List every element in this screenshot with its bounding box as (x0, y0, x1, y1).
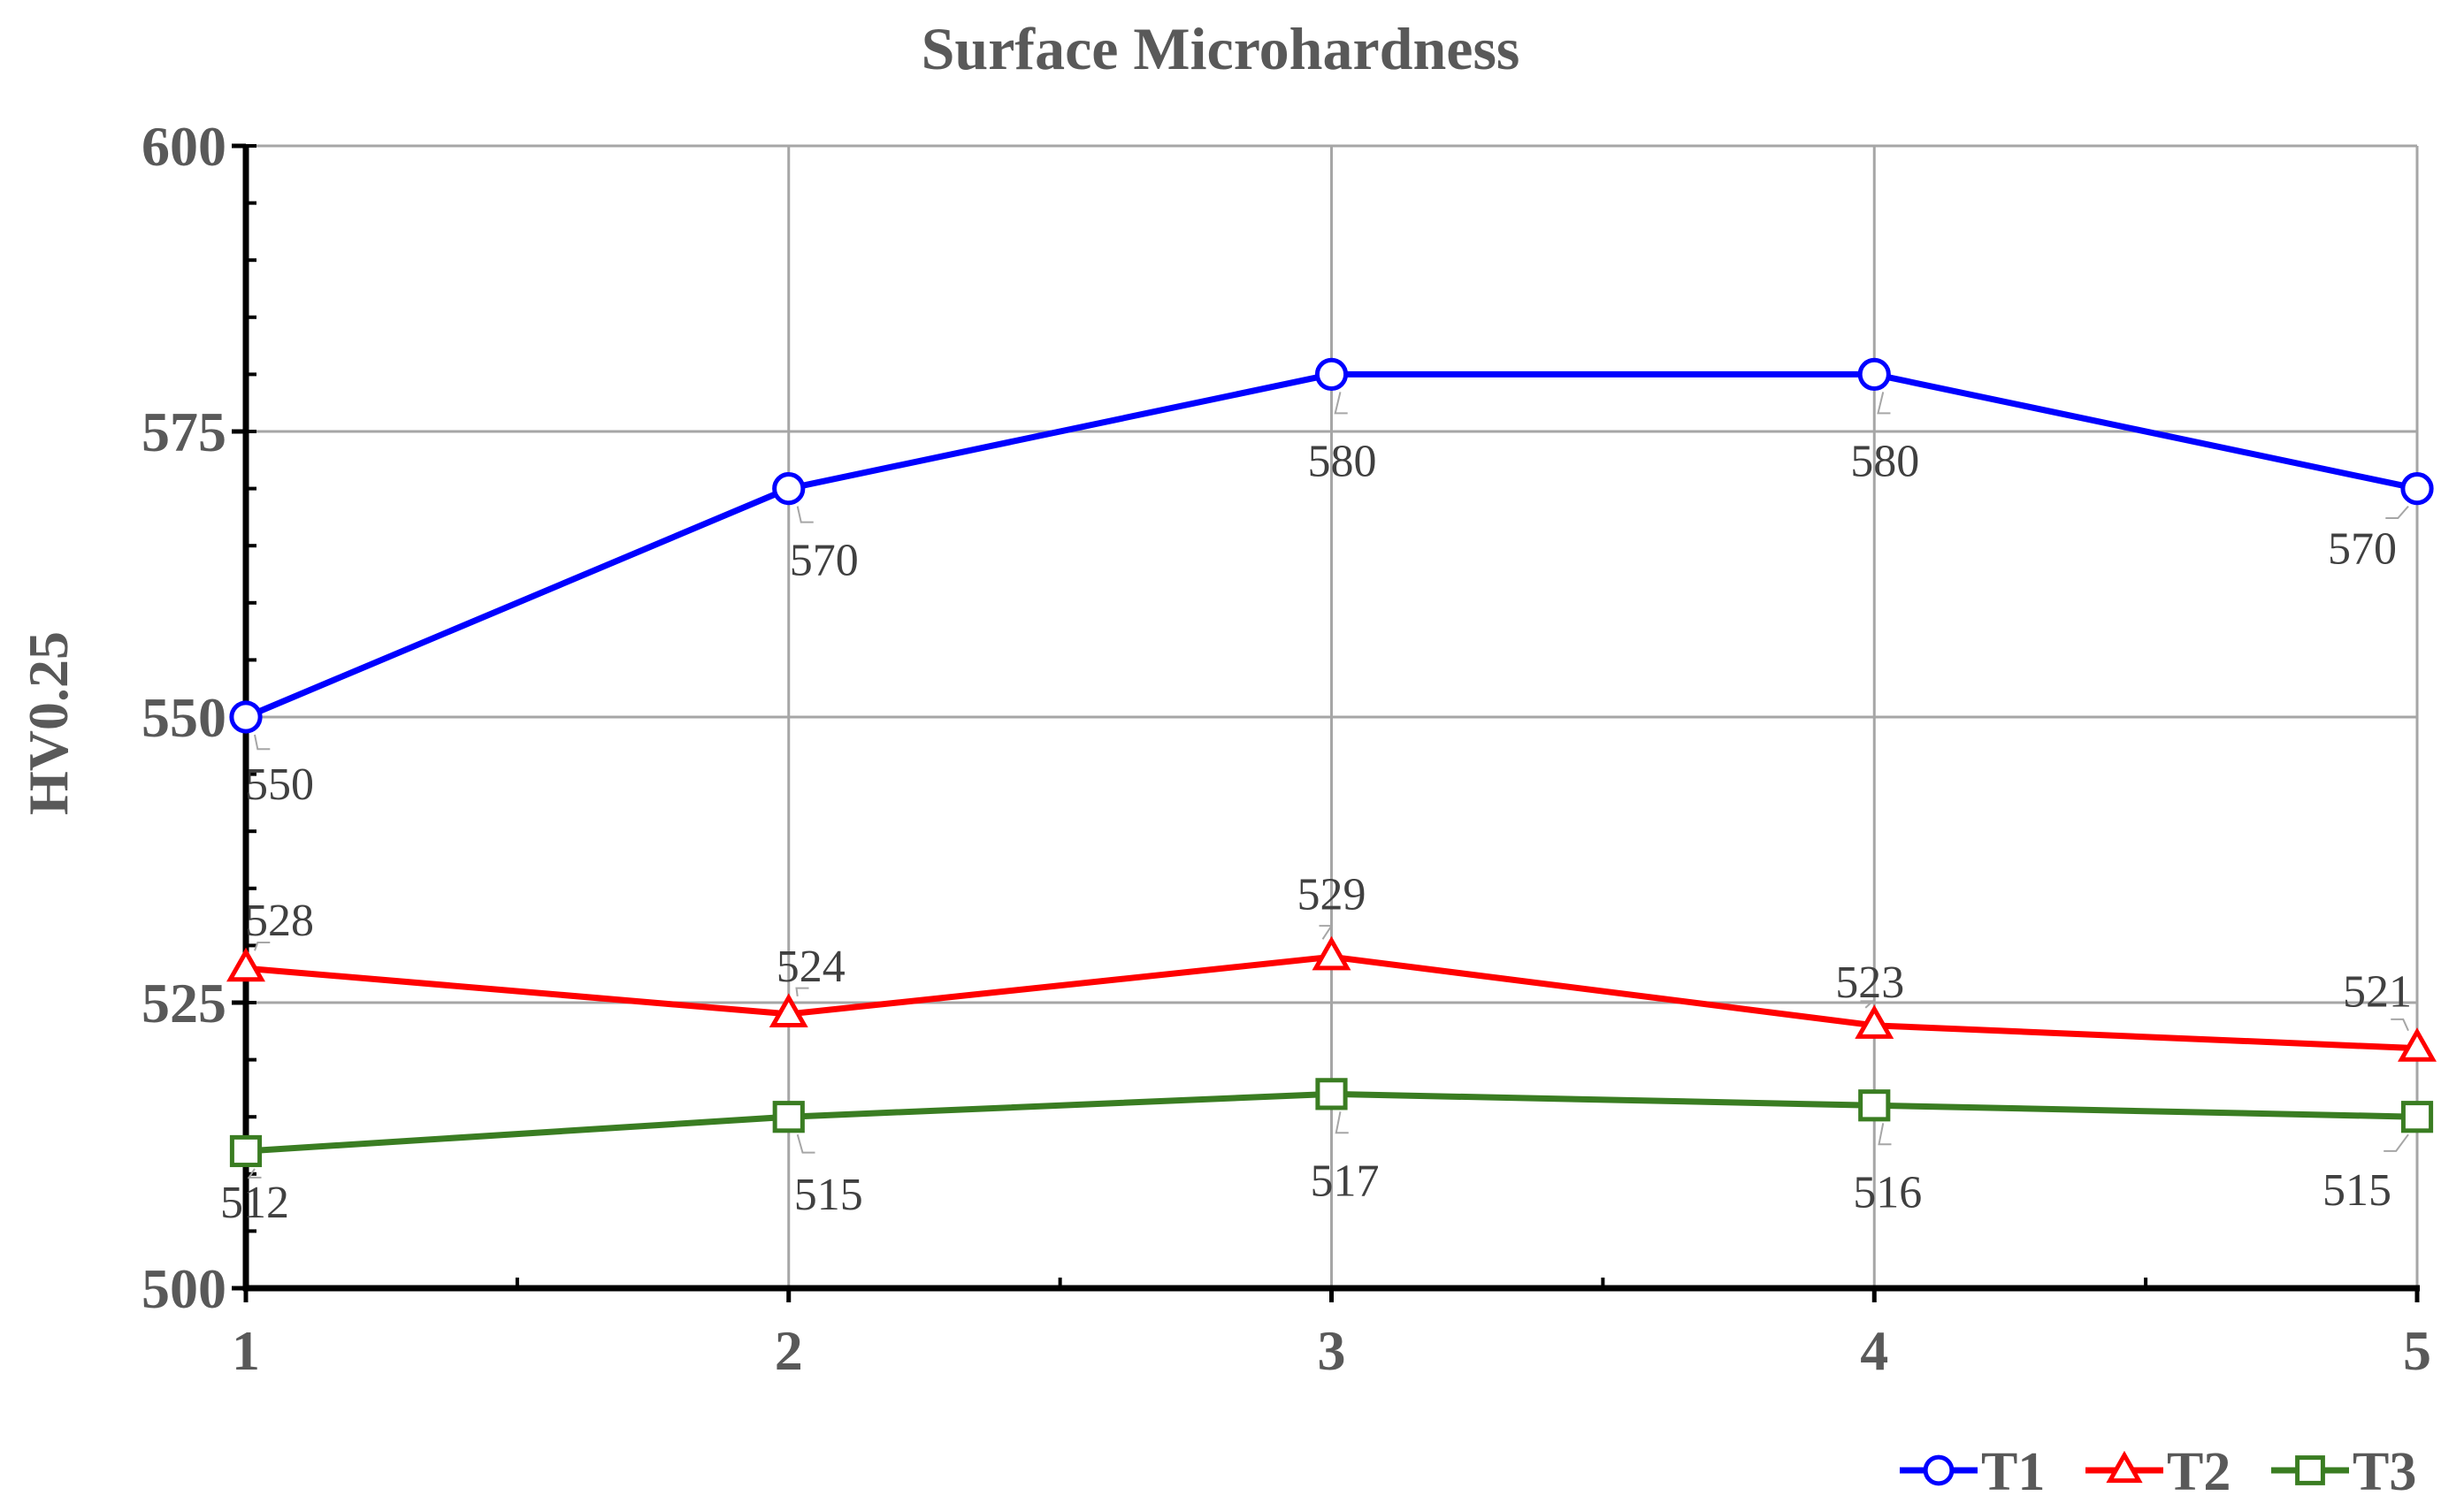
data-label-leader (1319, 925, 1334, 940)
legend-item-t1: T1 (1900, 1442, 2045, 1502)
legend-item-t3: T3 (2271, 1442, 2416, 1502)
x-tick-label: 2 (775, 1319, 803, 1382)
data-point-t1 (2400, 471, 2434, 506)
legend-marker (2106, 1450, 2143, 1484)
legend: T1 T2 T3 (1900, 1442, 2416, 1502)
data-point-t3 (229, 1134, 263, 1168)
series-t3: 512 515 517 516 515 (220, 1078, 2434, 1228)
data-label-leader (1335, 1111, 1349, 1134)
legend-marker (1923, 1454, 1955, 1486)
x-tick-label: 4 (1860, 1319, 1888, 1382)
data-label-leader (254, 941, 271, 951)
data-label-leader (796, 506, 814, 523)
data-label-leader (247, 1168, 262, 1179)
legend-label: T3 (2353, 1442, 2416, 1502)
series-t1: 550 570 580 580 570 (229, 357, 2434, 810)
data-point-t2 (226, 947, 265, 982)
legend-label: T2 (2167, 1442, 2231, 1502)
data-point-t3 (772, 1101, 805, 1133)
data-point-t3 (1315, 1078, 1348, 1110)
data-label: 550 (245, 759, 314, 810)
data-label: 529 (1297, 869, 1366, 920)
data-label: 570 (790, 536, 859, 586)
data-point-t1 (1857, 357, 1891, 392)
data-label-leader (2391, 1018, 2409, 1032)
data-label: 521 (2343, 967, 2412, 1018)
data-label-leader (254, 734, 271, 751)
data-label: 512 (220, 1178, 289, 1228)
y-tick-label: 575 (142, 401, 226, 463)
y-tick-label: 600 (142, 115, 226, 178)
data-point-t2 (769, 993, 808, 1027)
legend-item-t2: T2 (2085, 1442, 2231, 1502)
data-label: 516 (1853, 1167, 1922, 1217)
legend-label: T1 (1981, 1442, 2045, 1502)
x-tick-label: 3 (1318, 1319, 1346, 1382)
x-tick-label: 5 (2403, 1319, 2431, 1382)
data-label-leader (795, 987, 809, 997)
data-point-t2 (2398, 1027, 2437, 1062)
data-point-t3 (1858, 1089, 1891, 1122)
chart-title: Surface Microhardness (922, 15, 1520, 82)
gridlines (244, 144, 2419, 1290)
data-label: 517 (1311, 1156, 1380, 1206)
y-tick-label: 500 (142, 1257, 226, 1320)
y-axis-label: HV0.25 (17, 631, 80, 815)
data-label: 515 (794, 1170, 863, 1220)
data-point-t1 (772, 471, 806, 506)
legend-marker (2295, 1455, 2325, 1485)
data-label-leader (1860, 1000, 1876, 1009)
data-point-t1 (1314, 357, 1349, 392)
data-label-leader (2384, 1133, 2409, 1152)
data-label-leader (2385, 505, 2409, 520)
data-point-t3 (2400, 1101, 2434, 1133)
data-label: 580 (1850, 436, 1919, 486)
data-label: 570 (2328, 524, 2397, 575)
data-label-leader (1878, 1123, 1892, 1146)
y-tick-label: 550 (142, 686, 226, 749)
data-label: 580 (1308, 436, 1377, 486)
x-tick-label: 1 (232, 1319, 260, 1382)
data-label: 528 (245, 896, 314, 946)
y-tick-label: 525 (142, 972, 226, 1034)
data-label-leader (1877, 392, 1891, 415)
tick-labels: 500 525 550 575 600 1 2 3 4 5 (142, 115, 2431, 1382)
data-label: 523 (1835, 958, 1904, 1008)
data-label: 524 (777, 942, 846, 992)
data-label-leader (1334, 392, 1348, 415)
data-label-leader (796, 1133, 815, 1154)
series-t2: 528 524 529 523 521 (226, 869, 2437, 1062)
data-point-t1 (229, 700, 263, 734)
data-point-t2 (1312, 935, 1351, 971)
data-point-t2 (1855, 1004, 1894, 1039)
data-label: 515 (2322, 1165, 2391, 1216)
